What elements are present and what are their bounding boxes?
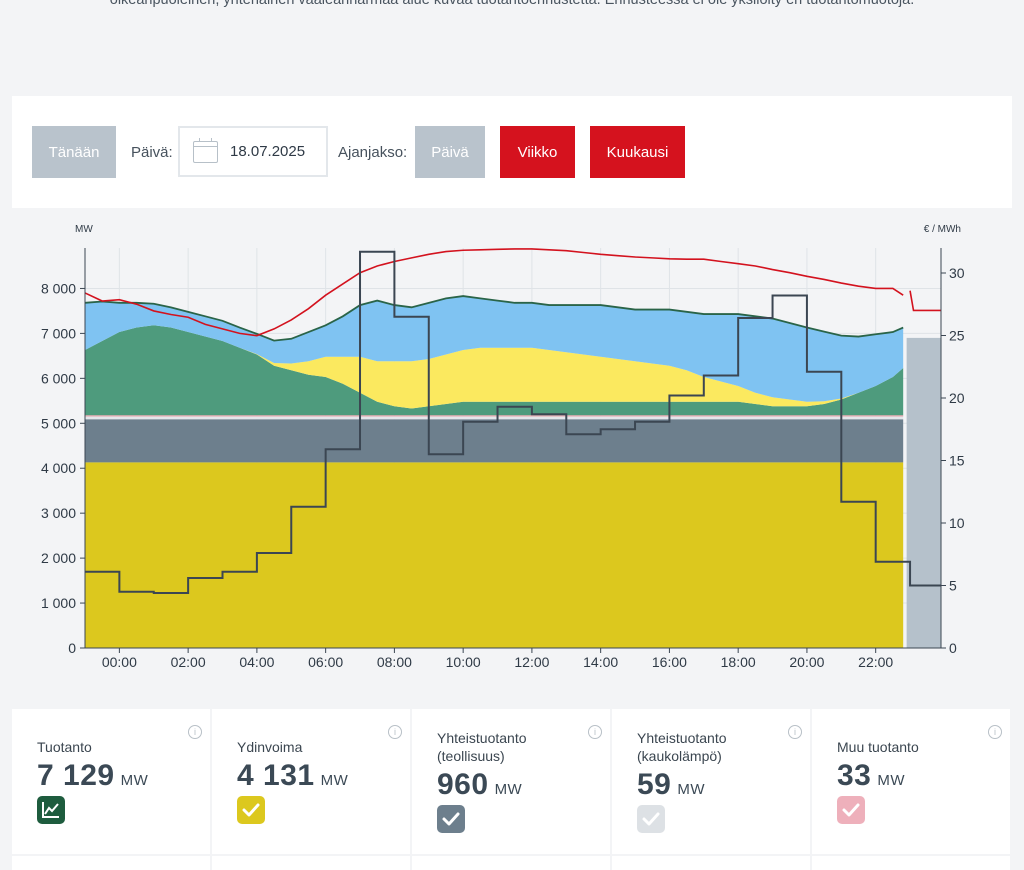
x-tick-label: 08:00 xyxy=(377,654,412,670)
card-value: 33 MW xyxy=(837,759,905,793)
card-value-number: 33 xyxy=(837,759,872,792)
date-label: Päivä: xyxy=(131,143,173,161)
info-icon[interactable]: i xyxy=(588,725,602,739)
card-unit: MW xyxy=(877,772,906,789)
y-tick-label-left: 8 000 xyxy=(41,280,76,296)
date-value: 18.07.2025 xyxy=(230,143,306,160)
y-tick-label-left: 7 000 xyxy=(41,325,76,341)
summary-cards: Tuotanto i 7 129 MW Ydinvoima i 4 131 MW Y… xyxy=(12,709,1012,870)
y-tick-label-left: 3 000 xyxy=(41,505,76,521)
area-other xyxy=(85,415,904,417)
chart-line-icon[interactable] xyxy=(37,796,65,824)
card-next-row xyxy=(12,856,210,870)
check-icon[interactable] xyxy=(637,805,665,833)
area-chp_district xyxy=(85,416,904,420)
forecast-area xyxy=(906,337,941,648)
y-tick-label-left: 5 000 xyxy=(41,415,76,431)
card-next-row xyxy=(212,856,410,870)
card-unit: MW xyxy=(120,772,149,789)
today-button[interactable]: Tänään xyxy=(32,126,116,178)
card-value-number: 960 xyxy=(437,768,489,801)
period-month-button[interactable]: Kuukausi xyxy=(590,126,685,178)
card-title: Ydinvoima xyxy=(237,739,303,755)
x-tick-label: 00:00 xyxy=(102,654,137,670)
temperature-line xyxy=(84,248,904,337)
card-value-number: 4 131 xyxy=(237,759,315,792)
card-chp-industry: Yhteistuotanto (teollisuus) i 960 MW xyxy=(412,709,610,854)
y-axis-unit-left: MW xyxy=(75,224,93,235)
x-tick-label: 20:00 xyxy=(789,654,824,670)
y-tick-label-right: 25 xyxy=(949,328,965,344)
x-tick-label: 22:00 xyxy=(858,654,893,670)
card-unit: MW xyxy=(320,772,349,789)
card-title: Muu tuotanto xyxy=(837,739,919,755)
card-value-number: 7 129 xyxy=(37,759,115,792)
x-tick-label: 16:00 xyxy=(652,654,687,670)
x-tick-label: 14:00 xyxy=(583,654,618,670)
card-other-production: Muu tuotanto i 33 MW xyxy=(812,709,1010,854)
y-tick-label-right: 0 xyxy=(949,640,957,656)
temperature-line-tail xyxy=(909,290,941,312)
y-tick-label-right: 10 xyxy=(949,515,965,531)
x-tick-label: 10:00 xyxy=(446,654,481,670)
check-icon[interactable] xyxy=(437,805,465,833)
y-tick-label-right: 30 xyxy=(949,265,965,281)
area-solar xyxy=(85,325,904,409)
card-title: Tuotanto xyxy=(37,739,92,755)
card-total-production: Tuotanto i 7 129 MW xyxy=(12,709,210,854)
x-tick-label: 04:00 xyxy=(239,654,274,670)
y-tick-label-right: 15 xyxy=(949,453,965,469)
period-week-button[interactable]: Viikko xyxy=(500,126,575,178)
card-title: Yhteistuotanto (teollisuus) xyxy=(437,730,527,764)
date-field[interactable]: 18.07.2025 xyxy=(178,126,328,177)
card-nuclear: Ydinvoima i 4 131 MW xyxy=(212,709,410,854)
x-tick-label: 18:00 xyxy=(721,654,756,670)
calendar-icon[interactable] xyxy=(193,138,218,163)
y-tick-label-left: 6 000 xyxy=(41,370,76,386)
card-next-row xyxy=(612,856,810,870)
card-unit: MW xyxy=(677,781,706,798)
card-value: 960 MW xyxy=(437,768,522,802)
info-icon[interactable]: i xyxy=(988,725,1002,739)
y-tick-label-left: 1 000 xyxy=(41,595,76,611)
production-chart[interactable]: 0 1 000 2 000 3 000 4 000 5 000 6 000 7 000 8 00… xyxy=(12,208,1012,708)
y-axis-unit-right: € / MWh xyxy=(924,224,961,235)
card-chp-district: Yhteistuotanto (kaukolämpö) i 59 MW xyxy=(612,709,810,854)
card-value: 59 MW xyxy=(637,768,705,802)
period-label: Ajanjakso: xyxy=(338,143,408,161)
area-wind xyxy=(85,296,904,402)
info-icon[interactable]: i xyxy=(788,725,802,739)
card-next-row xyxy=(412,856,610,870)
card-value: 4 131 MW xyxy=(237,759,348,793)
intro-text: oikeanpuoleinen, yhtenäinen vaaleanharma… xyxy=(109,0,915,8)
card-unit: MW xyxy=(494,781,523,798)
price-step-line xyxy=(85,250,941,594)
y-tick-label-left: 4 000 xyxy=(41,460,76,476)
info-icon[interactable]: i xyxy=(388,725,402,739)
y-tick-label-right: 5 xyxy=(949,578,957,594)
card-next-row xyxy=(812,856,1010,870)
y-tick-label-right: 20 xyxy=(949,390,965,406)
x-tick-label: 12:00 xyxy=(514,654,549,670)
card-value-number: 59 xyxy=(637,768,672,801)
x-tick-label: 02:00 xyxy=(171,654,206,670)
area-chp_industry xyxy=(85,419,904,463)
controls-panel: Tänään Päivä: 18.07.2025 Ajanjakso: Päiv… xyxy=(12,96,1012,208)
period-day-button[interactable]: Päivä xyxy=(415,126,485,178)
area-nuclear xyxy=(85,462,904,648)
check-icon[interactable] xyxy=(237,796,265,824)
y-tick-label-left: 2 000 xyxy=(41,550,76,566)
card-value: 7 129 MW xyxy=(37,759,148,793)
area-hydro xyxy=(85,325,904,416)
card-title: Yhteistuotanto (kaukolämpö) xyxy=(637,730,727,764)
x-tick-label: 06:00 xyxy=(308,654,343,670)
y-tick-label-left: 0 xyxy=(68,640,76,656)
info-icon[interactable]: i xyxy=(188,725,202,739)
check-icon[interactable] xyxy=(837,796,865,824)
